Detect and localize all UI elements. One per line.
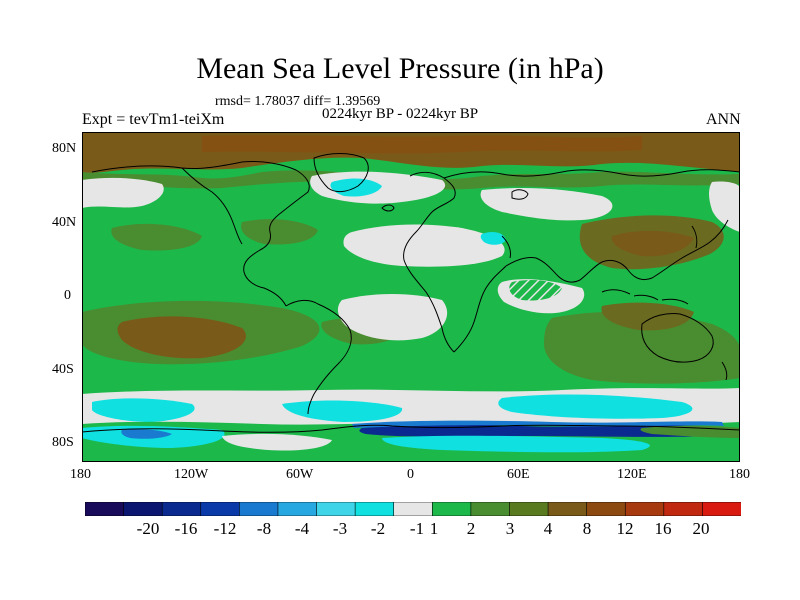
field-so-cyan-2 bbox=[282, 400, 403, 422]
field-grey-ne bbox=[709, 181, 740, 232]
field-brown-pac-s bbox=[117, 316, 246, 359]
field-grey-nw bbox=[82, 177, 164, 208]
colorbar-swatch bbox=[316, 502, 356, 516]
colorbar-swatch bbox=[123, 502, 163, 516]
lon-label-180w: 180 bbox=[70, 467, 91, 482]
lat-label-80n: 80N bbox=[52, 141, 77, 156]
coastlines bbox=[82, 153, 740, 433]
colorbar-swatch bbox=[470, 502, 511, 516]
colorbar-label: 2 bbox=[466, 519, 476, 538]
colorbar-label: -8 bbox=[256, 519, 272, 538]
colorbar-swatch bbox=[702, 502, 741, 516]
lat-label-0: 0 bbox=[64, 288, 71, 303]
colorbar-swatch bbox=[161, 502, 202, 516]
colorbar-swatch bbox=[431, 502, 472, 516]
field-olive-aus bbox=[601, 302, 694, 331]
colorbar-label: 8 bbox=[582, 519, 592, 538]
colorbar-swatch bbox=[393, 502, 434, 516]
field-grey-eurasia bbox=[480, 188, 613, 221]
colorbar-label: -20 bbox=[136, 519, 160, 538]
colorbar-swatch bbox=[586, 502, 627, 516]
field-olive-pacific-n bbox=[111, 223, 202, 251]
colorbar-label: 3 bbox=[505, 519, 515, 538]
colorbar-swatch bbox=[277, 502, 318, 516]
colorbar-label: 1 bbox=[429, 519, 439, 538]
field-hatched bbox=[509, 280, 562, 301]
pressure-difference-map bbox=[82, 132, 740, 462]
colorbar-swatch bbox=[547, 502, 588, 516]
page-title: Mean Sea Level Pressure (in hPa) bbox=[196, 52, 604, 85]
field-grey-africa-n bbox=[343, 224, 505, 267]
colorbar-label: -3 bbox=[332, 519, 348, 538]
lon-label-180e: 180 bbox=[729, 467, 750, 482]
colorbar-swatch bbox=[239, 502, 279, 516]
colorbar-swatch bbox=[624, 502, 665, 516]
field-antarctic-grey bbox=[222, 433, 332, 451]
lon-label-120w: 120W bbox=[174, 467, 209, 482]
colorbar-label: 16 bbox=[654, 519, 672, 538]
field-olive-ind bbox=[544, 311, 740, 384]
colorbar-label: 20 bbox=[692, 519, 710, 538]
lat-label-80s: 80S bbox=[52, 435, 74, 450]
field-cyan-mideast bbox=[480, 232, 506, 245]
field-arctic-darkest bbox=[202, 135, 642, 154]
field-so-cyan-1 bbox=[92, 398, 195, 422]
colorbar-label: -16 bbox=[174, 519, 198, 538]
colorbar-label: -12 bbox=[213, 519, 237, 538]
field-so-cyan-3 bbox=[498, 394, 693, 419]
lon-label-60w: 60W bbox=[286, 467, 314, 482]
lat-label-40s: 40S bbox=[52, 362, 74, 377]
field-antarctic-blue-w bbox=[121, 429, 172, 439]
field-olive-na bbox=[241, 219, 318, 245]
lon-label-120e: 120E bbox=[617, 467, 647, 482]
colorbar-swatch bbox=[663, 502, 704, 516]
colorbar-label: -1 bbox=[409, 519, 425, 538]
colorbar-swatch bbox=[200, 502, 241, 516]
stats-text: rmsd= 1.78037 diff= 1.39569 bbox=[215, 94, 381, 109]
lon-label-60e: 60E bbox=[507, 467, 530, 482]
colorbar-swatch bbox=[509, 502, 549, 516]
colorbar-swatch bbox=[354, 502, 395, 516]
season-label: ANN bbox=[706, 111, 741, 128]
subtitle: 0224kyr BP - 0224kyr BP bbox=[322, 106, 479, 122]
colorbar-label: -2 bbox=[370, 519, 386, 538]
field-antarctic-cyan-e bbox=[382, 435, 650, 453]
map-frame bbox=[82, 132, 740, 462]
colorbar-label: 4 bbox=[543, 519, 553, 538]
colorbar-label: 12 bbox=[616, 519, 634, 538]
lon-label-0: 0 bbox=[407, 467, 414, 482]
lat-label-40n: 40N bbox=[52, 215, 77, 230]
colorbar-swatch bbox=[85, 502, 125, 516]
experiment-label: Expt = tevTm1-teiXm bbox=[82, 111, 225, 128]
colorbar bbox=[85, 502, 741, 516]
colorbar-label: -4 bbox=[294, 519, 310, 538]
field-olive-asia-core bbox=[611, 230, 694, 257]
field-grey-s-africa bbox=[337, 294, 448, 341]
